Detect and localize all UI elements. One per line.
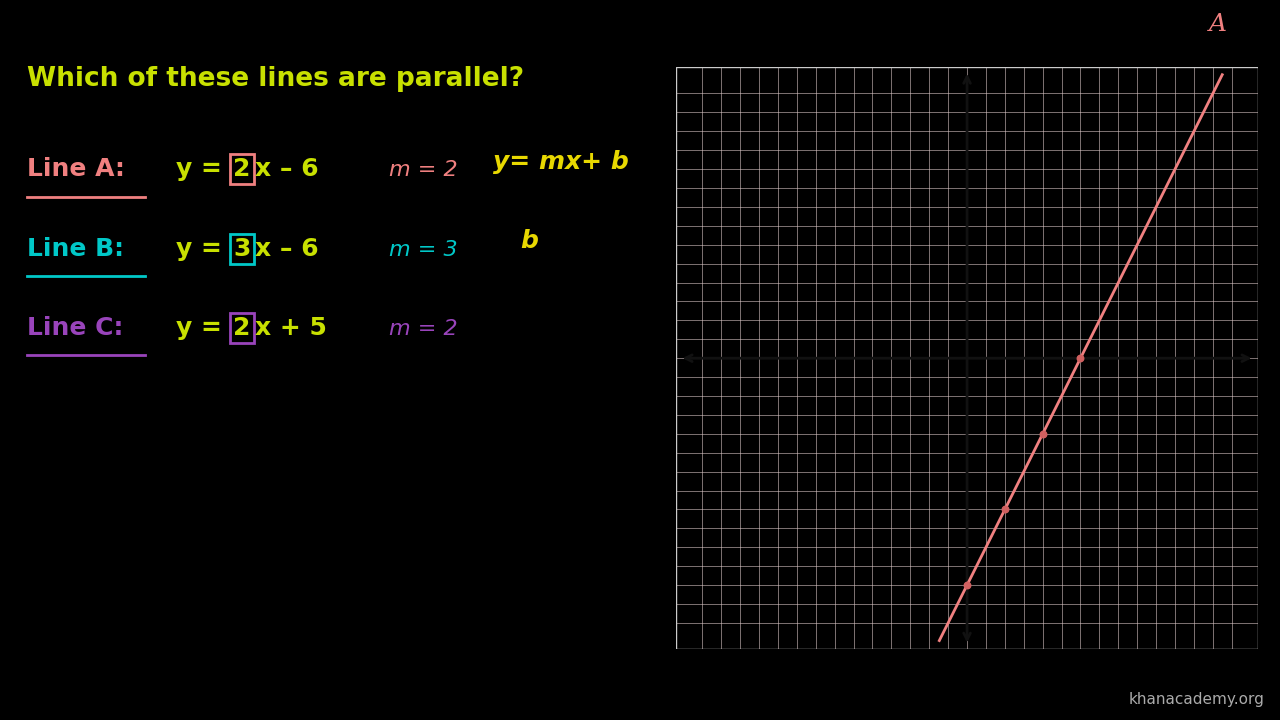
Point	[919, 655, 940, 667]
Text: A: A	[1208, 13, 1226, 36]
Text: 3: 3	[233, 237, 251, 261]
Text: x – 6: x – 6	[256, 237, 319, 261]
Point	[957, 580, 978, 591]
Bar	[676, 67, 1258, 649]
Text: m = 2: m = 2	[389, 319, 457, 339]
Point	[995, 504, 1015, 516]
Text: x + 5: x + 5	[256, 316, 328, 340]
Text: 2: 2	[233, 158, 251, 181]
Text: y= mx+ b: y= mx+ b	[493, 150, 628, 174]
Text: Line A:: Line A:	[27, 158, 125, 181]
Text: x – 6: x – 6	[256, 158, 319, 181]
Text: khanacademy.org: khanacademy.org	[1129, 692, 1265, 707]
Text: b: b	[521, 230, 539, 253]
Text: y =: y =	[175, 316, 230, 340]
Text: y =: y =	[175, 237, 230, 261]
Text: m = 3: m = 3	[389, 240, 457, 260]
Text: y =: y =	[175, 158, 230, 181]
Text: Line C:: Line C:	[27, 316, 123, 340]
Text: Line B:: Line B:	[27, 237, 124, 261]
Text: Which of these lines are parallel?: Which of these lines are parallel?	[27, 66, 524, 92]
Text: 2: 2	[233, 316, 251, 340]
Point	[1033, 428, 1053, 440]
Text: m = 2: m = 2	[389, 161, 457, 181]
Point	[1070, 353, 1091, 364]
